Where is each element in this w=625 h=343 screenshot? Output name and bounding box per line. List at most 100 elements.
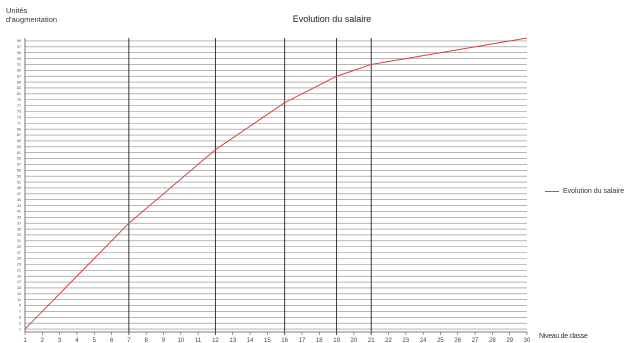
y-tick-label: 39 [17, 216, 21, 220]
x-tick-labels: 1 2 3 4 5 6 7 8 9 10 11 12 13 14 15 16 17 18 19 20 21 22 23 24 2… [23, 332, 531, 343]
x-tick-label: 28 [489, 338, 496, 343]
y-tick-label: 45 [17, 198, 21, 202]
data-point [215, 149, 216, 150]
y-tick-label: 69 [17, 127, 21, 131]
x-tick-label: 14 [247, 338, 254, 343]
data-point [94, 258, 95, 259]
series-layer [24, 37, 528, 330]
y-tick-label: 85 [17, 80, 21, 84]
y-tick-labels: 1357911131517192123252729313335373941434… [17, 39, 21, 331]
data-point [423, 55, 424, 56]
data-point [457, 49, 458, 50]
y-tick-label: 13 [17, 292, 21, 296]
x-tick-label: 6 [110, 338, 114, 343]
x-tick-label: 23 [402, 338, 409, 343]
y-tick-label: 33 [17, 233, 21, 237]
y-tick-label: 5 [19, 316, 21, 320]
data-point [509, 40, 510, 41]
x-tick-label: 16 [281, 338, 288, 343]
x-tick-label: 27 [472, 338, 479, 343]
x-tick-label: 4 [75, 338, 79, 343]
series-line-evolution-du-salaire [24, 37, 528, 330]
x-tick-label: 1 [23, 338, 27, 343]
x-tick-label: 12 [212, 338, 219, 343]
data-point [232, 137, 233, 138]
data-point [440, 52, 441, 53]
y-tick-label: 63 [17, 145, 21, 149]
data-point [146, 208, 147, 209]
data-point [111, 240, 112, 241]
x-tick-label: 10 [177, 338, 184, 343]
y-tick-label: 97 [17, 45, 21, 49]
x-tick-label: 21 [368, 338, 375, 343]
x-tick-label: 18 [316, 338, 323, 343]
y-tick-label: 95 [17, 51, 21, 55]
data-point [405, 58, 406, 59]
y-tick-label: 47 [17, 192, 21, 196]
x-tick-label: 7 [127, 338, 131, 343]
data-point [388, 61, 389, 62]
data-point [42, 311, 43, 312]
y-tick-label: 59 [17, 157, 21, 161]
x-tick-label: 20 [351, 338, 358, 343]
y-tick-label: 53 [17, 174, 21, 178]
x-tick-label: 8 [145, 338, 149, 343]
legend-label: Evolution du salaire [563, 188, 625, 195]
data-point [474, 46, 475, 47]
x-axis-title: Niveau de classe [539, 333, 588, 340]
y-tick-label: 57 [17, 163, 21, 167]
data-point [492, 43, 493, 44]
y-tick-label: 21 [17, 268, 21, 272]
y-tick-label: 55 [17, 169, 21, 173]
data-point [24, 328, 25, 329]
data-point [76, 276, 77, 277]
x-tick-label: 5 [93, 338, 97, 343]
vertical-markers [128, 38, 372, 335]
data-point [198, 164, 199, 165]
y-tick-label: 49 [17, 186, 21, 190]
y-tick-label: 3 [19, 321, 21, 325]
data-point [128, 223, 129, 224]
y-tick-label: 35 [17, 227, 21, 231]
data-point [353, 70, 354, 71]
y-tick-label: 11 [17, 298, 21, 302]
y-tick-label: 23 [17, 263, 21, 267]
data-point [284, 102, 285, 103]
x-tick-label: 19 [333, 338, 340, 343]
legend: Evolution du salaire [545, 188, 624, 195]
y-tick-label: 37 [17, 221, 21, 225]
x-tick-label: 2 [41, 338, 45, 343]
data-point [526, 37, 527, 38]
data-point [180, 179, 181, 180]
x-tick-label: 29 [506, 338, 513, 343]
y-tick-label: 79 [17, 98, 21, 102]
x-tick-label: 11 [195, 338, 202, 343]
y-tick-label: 19 [17, 274, 21, 278]
y-tick-label: 99 [17, 39, 21, 43]
y-tick-label: 77 [17, 104, 21, 108]
data-point [267, 114, 268, 115]
y-tick-label: 17 [17, 280, 21, 284]
x-tick-label: 3 [58, 338, 62, 343]
x-tick-label: 25 [437, 338, 444, 343]
y-tick-label: 65 [17, 139, 21, 143]
data-point [336, 76, 337, 77]
y-tick-label: 7 [19, 310, 21, 314]
y-tick-label: 83 [17, 86, 21, 90]
y-tick-label: 89 [17, 69, 21, 73]
y-tick-label: 1 [19, 327, 21, 331]
axes [24, 38, 527, 333]
y-tick-label: 41 [17, 210, 21, 214]
x-tick-label: 9 [162, 338, 166, 343]
x-tick-label: 17 [299, 338, 306, 343]
y-tick-label: 25 [17, 257, 21, 261]
x-tick-label: 26 [454, 338, 461, 343]
y-tick-label: 71 [17, 121, 21, 125]
data-point [371, 64, 372, 65]
y-tick-label: 93 [17, 57, 21, 61]
horizontal-grid [25, 40, 527, 330]
y-tick-label: 91 [17, 63, 21, 67]
data-point [319, 84, 320, 85]
y-tick-label: 9 [19, 304, 21, 308]
